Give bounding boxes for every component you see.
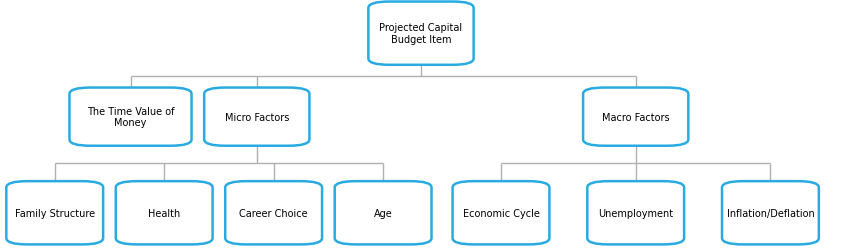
Text: The Time Value of
Money: The Time Value of Money (87, 106, 174, 128)
FancyBboxPatch shape (335, 181, 431, 244)
FancyBboxPatch shape (205, 88, 310, 146)
FancyBboxPatch shape (453, 181, 549, 244)
Text: Economic Cycle: Economic Cycle (462, 208, 540, 218)
FancyBboxPatch shape (588, 181, 684, 244)
Text: Age: Age (374, 208, 392, 218)
Text: Projected Capital
Budget Item: Projected Capital Budget Item (380, 23, 462, 45)
Text: Career Choice: Career Choice (239, 208, 308, 218)
FancyBboxPatch shape (722, 181, 818, 244)
Text: Family Structure: Family Structure (14, 208, 95, 218)
Text: Health: Health (148, 208, 180, 218)
Text: Micro Factors: Micro Factors (225, 112, 289, 122)
FancyBboxPatch shape (226, 181, 322, 244)
Text: Unemployment: Unemployment (598, 208, 674, 218)
Text: Inflation/Deflation: Inflation/Deflation (727, 208, 814, 218)
FancyBboxPatch shape (69, 88, 192, 146)
FancyBboxPatch shape (584, 88, 689, 146)
FancyBboxPatch shape (116, 181, 212, 244)
FancyBboxPatch shape (369, 3, 473, 66)
FancyBboxPatch shape (7, 181, 103, 244)
Text: Macro Factors: Macro Factors (602, 112, 669, 122)
